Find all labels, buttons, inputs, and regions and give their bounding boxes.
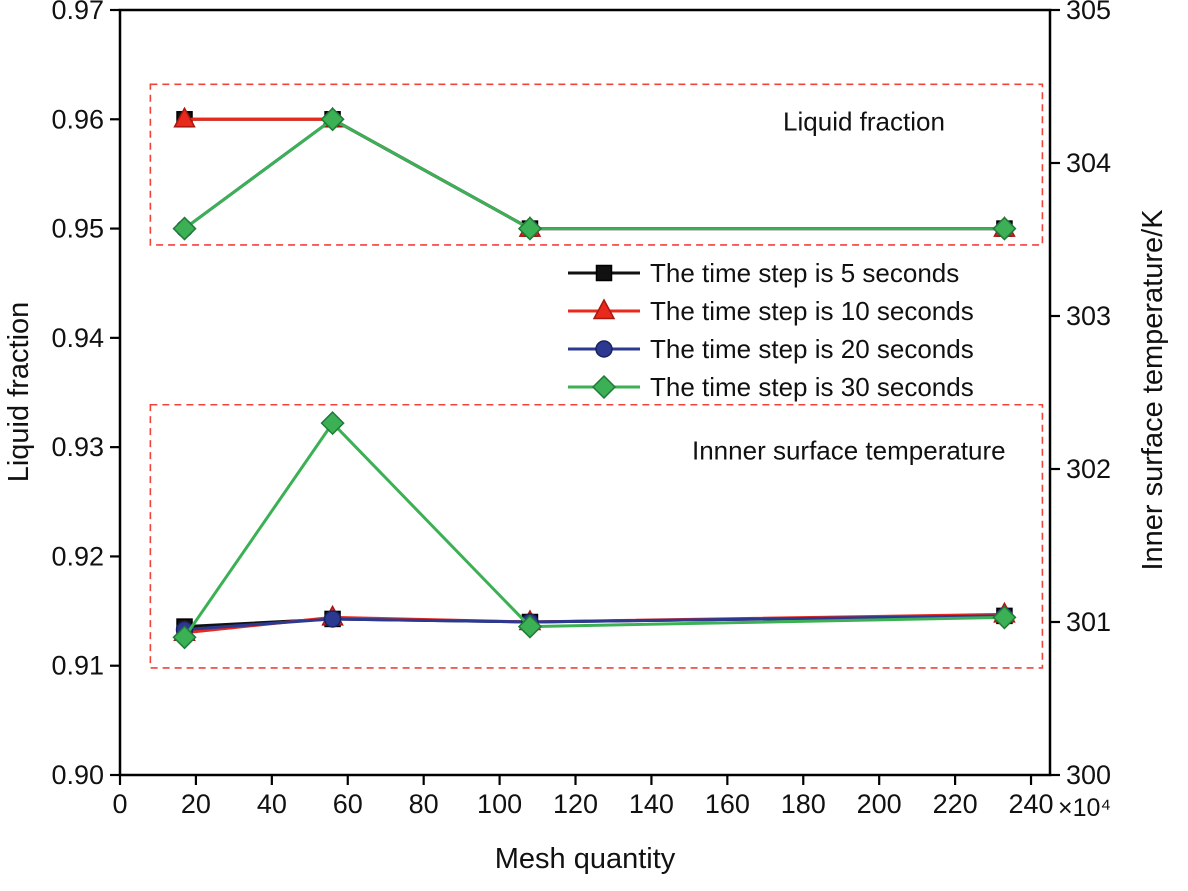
diamond-marker: [320, 107, 345, 132]
y-right-tick-label: 303: [1066, 301, 1111, 331]
y-left-tick-label: 0.93: [51, 432, 104, 462]
plot-frame: [118, 8, 1052, 777]
diamond-marker: [992, 216, 1017, 241]
series-line-liquid_fraction: [183, 117, 1005, 231]
y-left-tick-label: 0.96: [51, 104, 104, 134]
diamond-marker: [992, 605, 1017, 630]
diamond-marker: [517, 614, 543, 639]
y-left-tick-label: 0.91: [51, 651, 104, 681]
left-axis-title: Liquid fraction: [3, 302, 35, 483]
annotation-box: [149, 83, 1044, 246]
y-right-tick-label: 304: [1066, 148, 1111, 178]
y-left-tick-label: 0.97: [51, 0, 104, 25]
y-right-tick-label: 302: [1066, 454, 1111, 484]
legend-item-label: The time step is 30 seconds: [650, 372, 974, 402]
square-marker: [595, 264, 613, 282]
y-right-tick-label: 305: [1066, 0, 1111, 25]
triangle-marker: [592, 298, 616, 320]
x-tick-label: 80: [409, 789, 439, 819]
series-line-inner_surface_temperature: [183, 420, 1005, 639]
y-right-tick-label: 300: [1066, 760, 1111, 790]
y-left-tick-label: 0.94: [51, 323, 104, 353]
x-tick-label: 200: [857, 789, 902, 819]
diamond-marker: [172, 625, 197, 650]
x-tick-label: 0: [112, 789, 127, 819]
circle-marker: [595, 340, 613, 358]
legend-item-label: The time step is 20 seconds: [650, 334, 974, 364]
x-axis-multiplier: ×10⁴: [1058, 794, 1111, 822]
x-tick-label: 60: [333, 789, 363, 819]
y-left-tick-label: 0.95: [51, 214, 104, 244]
x-tick-label: 140: [629, 789, 674, 819]
x-tick-label: 180: [781, 789, 826, 819]
y-left-tick-label: 0.90: [51, 760, 104, 790]
x-tick-label: 220: [933, 789, 978, 819]
x-tick-label: 100: [477, 789, 522, 819]
diamond-marker: [320, 411, 345, 436]
diamond-marker: [591, 374, 617, 400]
diamond-marker: [172, 216, 197, 241]
annotation-label: Innner surface temperature: [692, 436, 1006, 466]
circle-marker: [323, 610, 342, 628]
diamond-marker: [517, 216, 543, 241]
legend-item-label: The time step is 5 seconds: [650, 258, 959, 288]
x-tick-label: 20: [181, 789, 211, 819]
x-axis-title: Mesh quantity: [495, 843, 676, 875]
chart-generated-content: 0 20 40 60 80 100 120 140 160 180 200 220 240 0.90 0.9…: [51, 0, 1111, 819]
triangle-marker: [173, 106, 196, 128]
right-axis-title: Inner surface temperature/K: [1137, 209, 1169, 571]
annotation-box: [149, 403, 1044, 669]
x-tick-label: 160: [705, 789, 750, 819]
annotation-label: Liquid fraction: [783, 106, 945, 136]
legend-item-label: The time step is 10 seconds: [650, 296, 974, 326]
series-line-inner_surface_temperature: [184, 614, 1005, 632]
x-tick-label: 40: [257, 789, 287, 819]
y-right-tick-label: 301: [1066, 607, 1111, 637]
x-tick-label: 120: [553, 789, 598, 819]
y-left-tick-label: 0.92: [51, 541, 104, 571]
x-tick-label: 240: [1008, 789, 1053, 819]
